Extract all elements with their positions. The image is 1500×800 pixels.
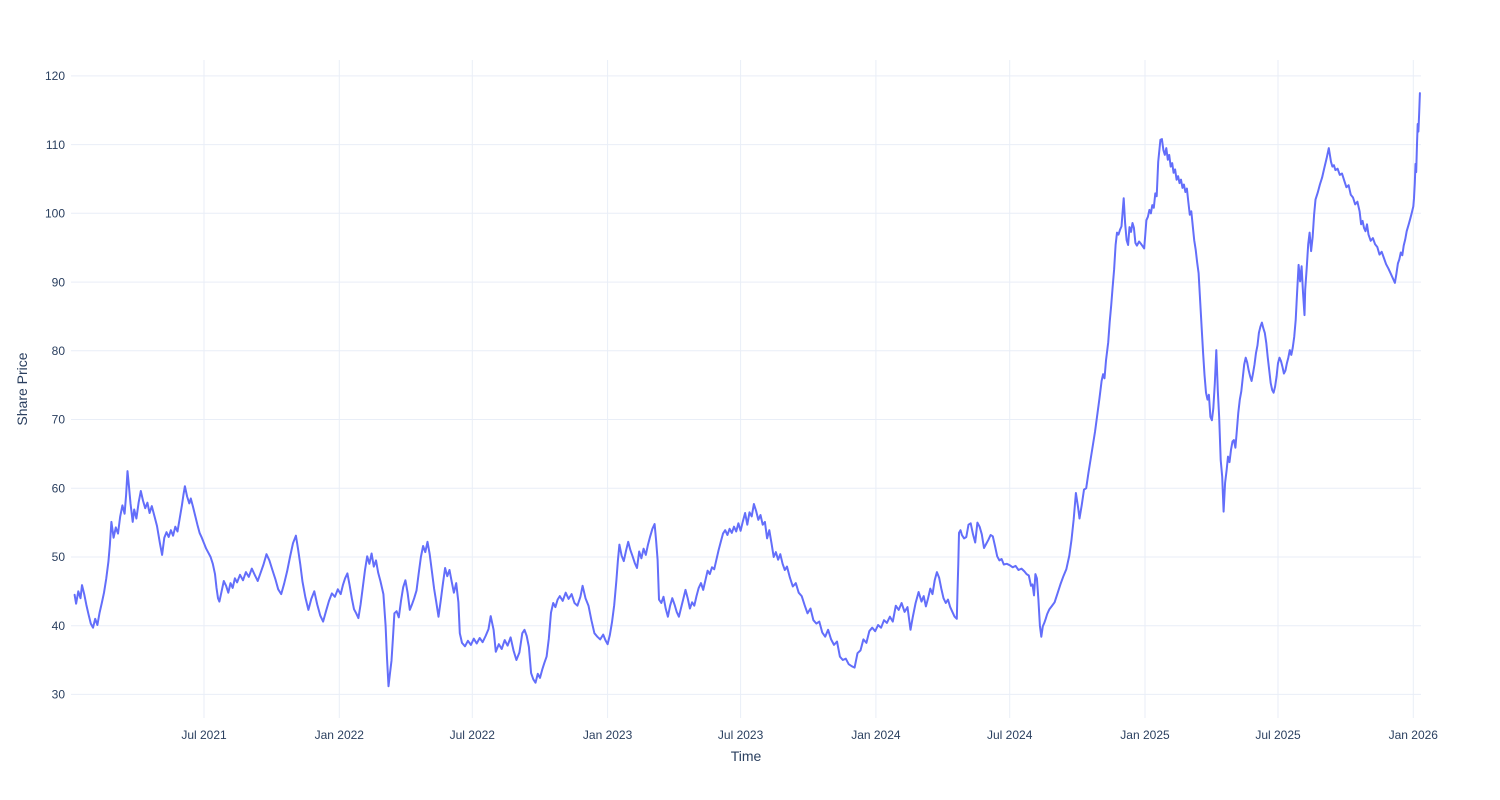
x-tick-label: Jul 2023 [718, 728, 764, 742]
y-tick-label: 90 [52, 275, 66, 289]
x-axis-tick-labels: Jul 2021 Jan 2022 Jul 2022 Jan 2023 Jul 2023… [181, 728, 1438, 742]
horizontal-gridlines [71, 75, 1421, 695]
x-tick-label: Jan 2025 [1120, 728, 1170, 742]
y-axis-tick-labels: 30 40 50 60 70 80 90 100 110 120 [45, 69, 66, 702]
x-tick-label: Jul 2021 [181, 728, 227, 742]
y-tick-label: 110 [46, 138, 65, 152]
x-axis-title: Time [731, 748, 762, 764]
x-tick-label: Jan 2022 [315, 728, 365, 742]
x-tick-label: Jan 2024 [851, 728, 901, 742]
x-tick-label: Jul 2022 [450, 728, 496, 742]
y-tick-label: 30 [52, 688, 66, 702]
price-line-series[interactable] [73, 92, 1421, 688]
y-tick-label: 40 [52, 619, 66, 633]
y-tick-label: 70 [52, 413, 66, 427]
x-tick-label: Jul 2025 [1255, 728, 1301, 742]
x-tick-label: Jan 2023 [583, 728, 633, 742]
x-tick-label: Jan 2026 [1389, 728, 1439, 742]
y-tick-label: 50 [52, 550, 66, 564]
x-tick-label: Jul 2024 [987, 728, 1033, 742]
y-tick-label: 100 [45, 207, 65, 221]
y-tick-label: 80 [52, 344, 66, 358]
vertical-gridlines [203, 60, 1414, 718]
y-axis-title: Share Price [14, 352, 30, 425]
y-tick-label: 120 [45, 69, 65, 83]
y-tick-label: 60 [52, 481, 66, 495]
plot-area[interactable] [71, 60, 1421, 718]
